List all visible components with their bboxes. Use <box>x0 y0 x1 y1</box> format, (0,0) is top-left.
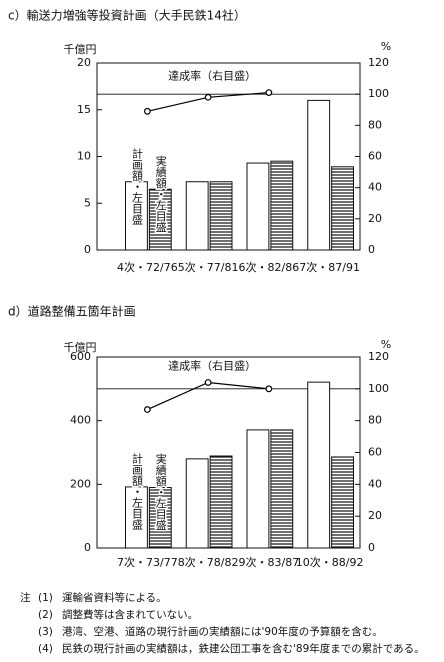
y2-tick-label: 0 <box>368 243 375 256</box>
bar <box>246 429 270 549</box>
y2-tick-label: 100 <box>368 382 389 395</box>
rate-point <box>265 89 273 97</box>
note-text: 運輸省資料等による。 <box>62 591 167 604</box>
y2-unit: % <box>381 40 391 53</box>
note-number: (3) <box>38 626 53 638</box>
note-text: 民鉄の現行計画の実績額は，鉄建公団工事を含む'89年度までの累計である。 <box>62 642 425 655</box>
y-tick-label: 200 <box>70 477 91 490</box>
y2-tick-label: 80 <box>368 118 382 131</box>
chart-title: d）道路整備五箇年計画 <box>8 304 136 319</box>
rate-point <box>143 406 151 413</box>
y2-tick-label: 120 <box>368 56 389 69</box>
notes-label: 注 <box>20 591 31 604</box>
bar <box>270 160 294 251</box>
rate-line <box>147 381 269 411</box>
rate-point <box>204 379 212 386</box>
series-label: 計画額・左目盛 <box>130 452 143 530</box>
y-tick-label: 400 <box>70 414 91 427</box>
chart-title: c）輸送力増強等投資計画（大手民鉄14社） <box>8 8 246 23</box>
x-tick-label: 5次・77/81 <box>178 260 239 274</box>
x-tick-label: 8次・78/82 <box>178 555 239 569</box>
y-tick-label: 5 <box>84 196 91 209</box>
note-number: (1) <box>38 592 53 604</box>
bar <box>148 487 172 549</box>
y-tick-label: 20 <box>77 56 91 69</box>
rate-point <box>143 107 151 115</box>
y2-tick-label: 100 <box>368 87 389 100</box>
bar <box>307 99 331 251</box>
note-number: (4) <box>38 643 53 655</box>
rate-point <box>265 385 273 393</box>
series-label: 実績額・左目盛 <box>154 452 167 530</box>
y2-tick-label: 80 <box>368 414 382 427</box>
y2-tick-label: 20 <box>368 212 382 225</box>
line-label: 達成率（右目盛） <box>168 69 256 83</box>
bar <box>331 456 354 549</box>
bar <box>246 162 270 251</box>
y2-tick-label: 120 <box>368 350 389 363</box>
y2-tick-label: 0 <box>368 541 375 554</box>
y-tick-label: 15 <box>77 103 91 116</box>
y2-tick-label: 20 <box>368 509 382 522</box>
line-label: 達成率（右目盛） <box>168 358 256 372</box>
y-tick-label: 0 <box>84 541 91 554</box>
y2-tick-label: 40 <box>368 477 382 490</box>
x-tick-label: 6次・82/86 <box>239 260 300 274</box>
y2-tick-label: 60 <box>368 446 382 459</box>
bar <box>307 381 331 549</box>
series-label: 計画額・左目盛 <box>130 146 143 224</box>
y-tick-label: 0 <box>84 243 91 256</box>
bar <box>148 188 172 251</box>
y-tick-label: 600 <box>70 350 91 363</box>
note-number: (2) <box>38 609 53 621</box>
bar <box>185 181 209 251</box>
y-unit: 千億円 <box>64 43 97 56</box>
x-tick-label: 7次・87/91 <box>299 260 360 274</box>
bar <box>209 455 233 549</box>
bar <box>209 181 233 251</box>
series-label: 実績額・左目盛 <box>154 154 167 232</box>
bar <box>331 166 354 251</box>
x-tick-label: 10次・88/92 <box>296 555 364 569</box>
rate-point <box>204 93 212 101</box>
bar <box>185 458 209 549</box>
y-unit: 千億円 <box>64 341 97 354</box>
x-tick-label: 4次・72/76 <box>117 260 178 274</box>
y2-tick-label: 40 <box>368 181 382 194</box>
note-text: 港湾、空港、道路の現行計画の実績額には'90年度の予算額を含む。 <box>62 625 383 638</box>
bar <box>125 486 148 549</box>
x-tick-label: 7次・73/77 <box>117 555 178 569</box>
y2-unit: % <box>381 338 391 351</box>
bar <box>125 181 148 251</box>
note-text: 調整費等は含まれていない。 <box>62 608 198 621</box>
y2-tick-label: 60 <box>368 150 382 163</box>
x-tick-label: 9次・83/87 <box>239 555 300 569</box>
bar <box>270 429 294 549</box>
y-tick-label: 10 <box>77 150 91 163</box>
